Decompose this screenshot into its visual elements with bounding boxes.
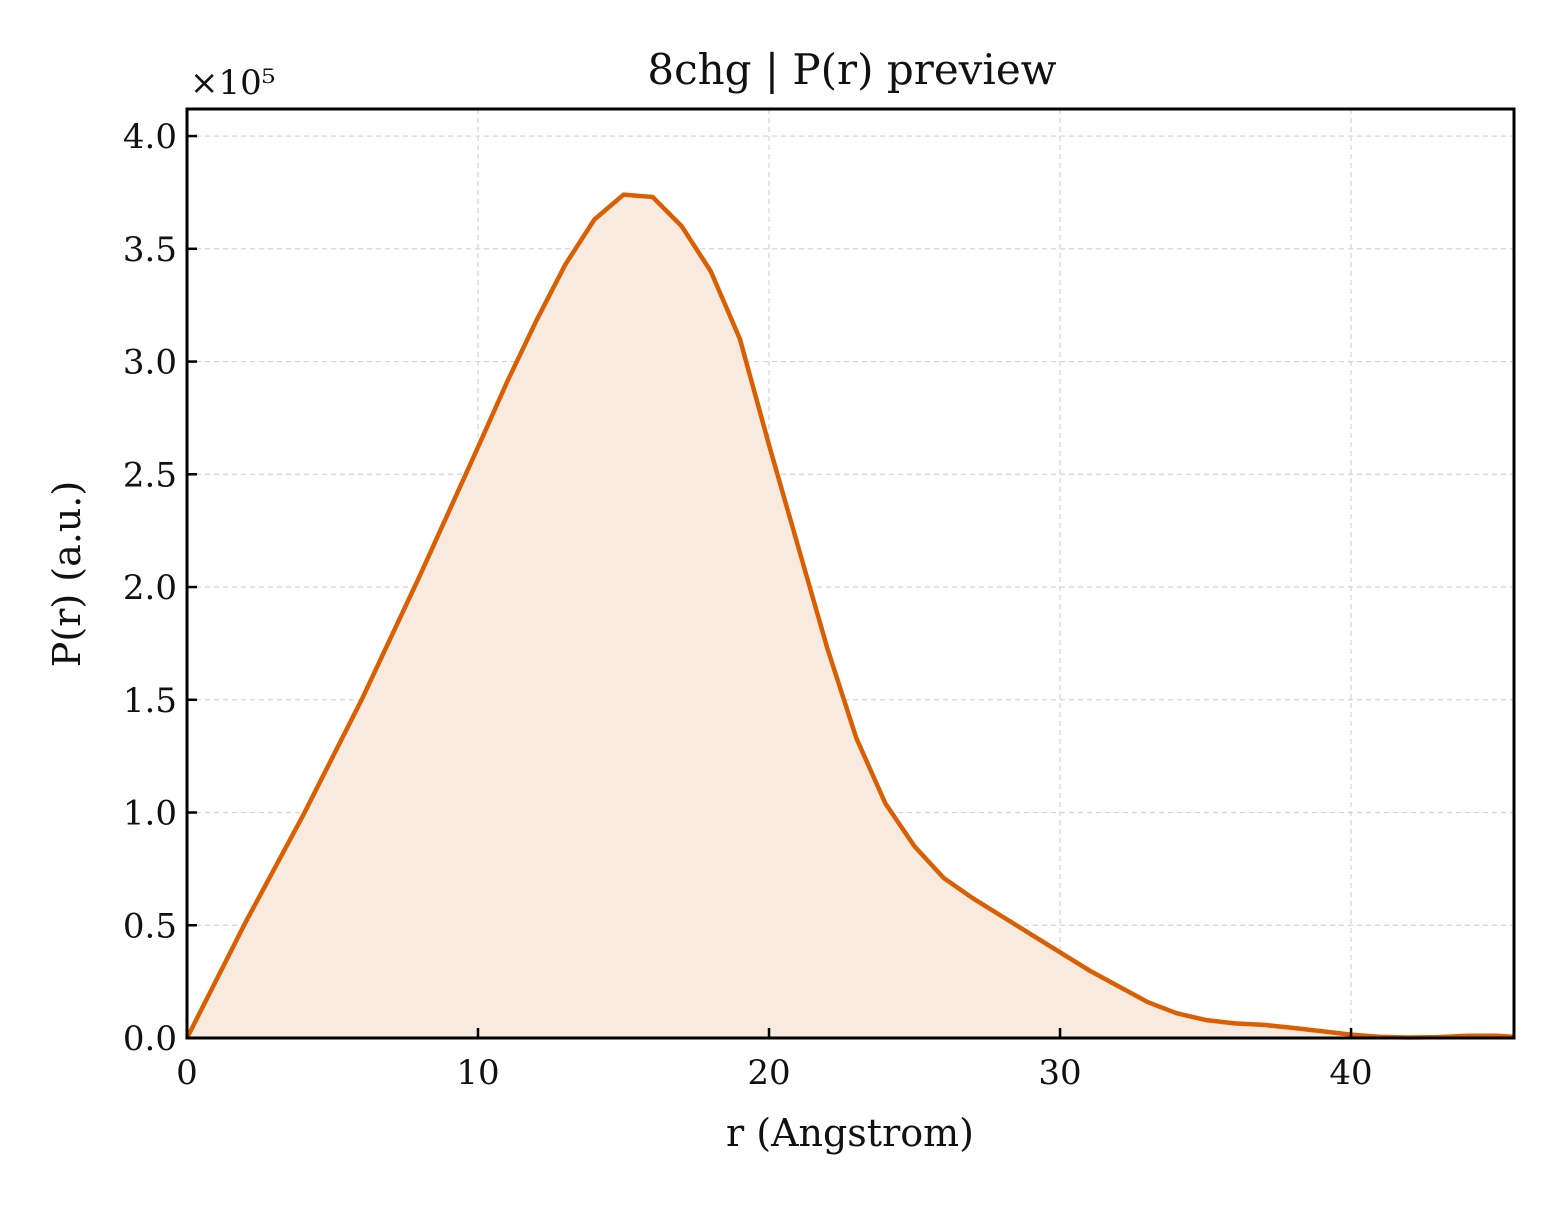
y-tick-label: 3.0 bbox=[123, 343, 177, 383]
plot-frame bbox=[185, 107, 1516, 1040]
area-fill bbox=[187, 194, 1514, 1038]
x-tick-label: 40 bbox=[1329, 1053, 1372, 1093]
y-axis-label: P(r) (a.u.) bbox=[45, 481, 89, 667]
x-tick-label: 10 bbox=[456, 1053, 499, 1093]
chart-title: 8chg | P(r) preview bbox=[647, 45, 1056, 94]
y-tick-label: 0.5 bbox=[123, 906, 177, 946]
y-tick-label: 2.5 bbox=[123, 455, 177, 495]
y-tick-label: 2.0 bbox=[123, 568, 177, 608]
series-line bbox=[184, 192, 1515, 1040]
x-axis-label: r (Angstrom) bbox=[726, 1111, 974, 1155]
y-axis-multiplier: ×10⁵ bbox=[190, 63, 275, 103]
x-tick-label: 20 bbox=[747, 1053, 790, 1093]
y-tick-label: 4.0 bbox=[123, 117, 177, 157]
y-tick-label: 3.5 bbox=[123, 230, 177, 270]
axis-ticks: 0 10 20 30 40 0.0 0.5 1.0 1.5 2.0 2.5 3.0 3.5 4.0 bbox=[123, 117, 1373, 1093]
y-tick-label: 0.0 bbox=[123, 1019, 177, 1059]
x-tick-label: 0 bbox=[176, 1053, 198, 1093]
y-tick-label: 1.0 bbox=[123, 794, 177, 834]
x-tick-label: 30 bbox=[1038, 1053, 1081, 1093]
y-tick-label: 1.5 bbox=[123, 681, 177, 721]
